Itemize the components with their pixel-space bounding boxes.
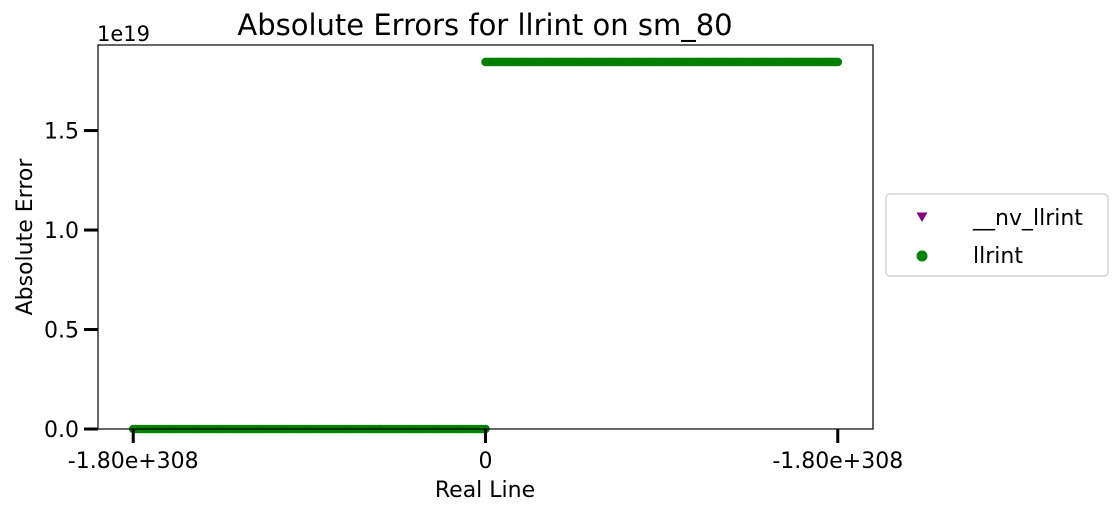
legend: __nv_llrint llrint bbox=[885, 193, 1109, 277]
legend-label-llrint: llrint bbox=[973, 244, 1023, 269]
y-axis-label: Absolute Error bbox=[13, 158, 38, 316]
plot-frame bbox=[97, 44, 874, 430]
legend-marker-nv-llrint bbox=[916, 212, 928, 222]
x-tick-label: -1.80e+308 bbox=[68, 449, 199, 474]
y-tick-label: 0.0 bbox=[44, 418, 79, 443]
legend-box bbox=[885, 193, 1109, 277]
legend-label-nv-llrint: __nv_llrint bbox=[972, 206, 1083, 231]
llrint-point bbox=[833, 57, 843, 67]
axes: -1.80e+308 0 -1.80e+308 0.0 0.5 1.0 1.5 bbox=[44, 120, 903, 474]
y-tick-label: 1.0 bbox=[44, 219, 79, 244]
x-tick-label: 0 bbox=[479, 449, 493, 474]
y-tick-label: 0.5 bbox=[44, 319, 79, 344]
x-axis-label: Real Line bbox=[435, 478, 535, 503]
chart-title: Absolute Errors for llrint on sm_80 bbox=[237, 8, 732, 42]
x-tick-label: -1.80e+308 bbox=[772, 449, 903, 474]
llrint-point-band-1 bbox=[481, 57, 843, 67]
plot-area bbox=[128, 57, 843, 434]
y-tick-label: 1.5 bbox=[44, 120, 79, 145]
y-offset-label: 1e19 bbox=[97, 22, 150, 46]
legend-marker-llrint bbox=[916, 250, 928, 262]
